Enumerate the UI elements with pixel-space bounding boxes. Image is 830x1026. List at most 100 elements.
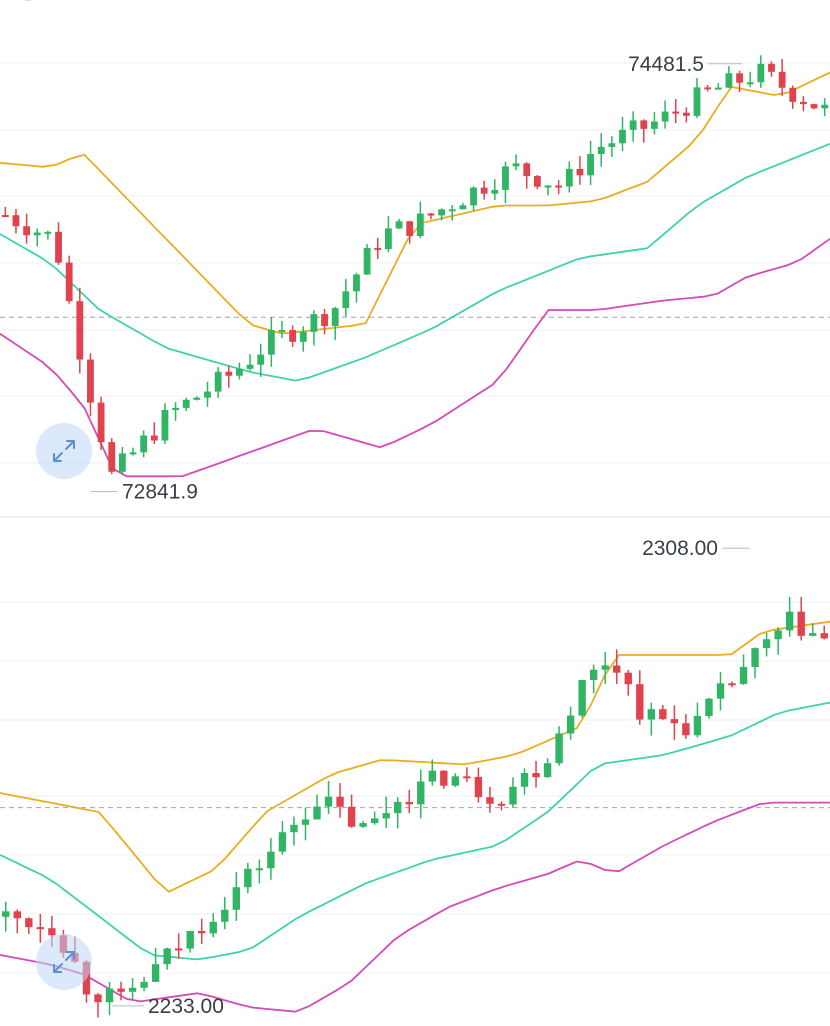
candle-body: [299, 331, 307, 342]
candle-body: [647, 709, 656, 720]
candle-body: [578, 679, 586, 716]
candle-body: [757, 63, 765, 83]
candle-body: [693, 87, 701, 116]
candle-body: [257, 354, 265, 365]
candle-body: [509, 786, 517, 805]
candle-body: [140, 981, 148, 988]
candle-body: [2, 911, 10, 917]
candle-body: [491, 189, 499, 194]
candle-body: [347, 806, 356, 827]
candle-body: [331, 308, 339, 327]
candle-body: [416, 213, 424, 236]
candle-body: [359, 823, 367, 827]
candle-body: [12, 215, 20, 227]
candle-body: [736, 73, 743, 83]
candle-body: [636, 684, 644, 720]
candle-body: [395, 221, 403, 229]
candle-body: [105, 988, 114, 1003]
candle-body: [778, 71, 786, 88]
candle-body: [682, 723, 690, 736]
candle-body: [463, 776, 471, 779]
candle-body: [705, 698, 713, 716]
candle-body: [23, 226, 31, 236]
candle-body: [313, 806, 321, 820]
candle-body: [714, 87, 722, 90]
candle-body: [128, 987, 137, 992]
upper-band-line: [0, 620, 830, 893]
candle-body: [44, 231, 52, 234]
candle-body: [321, 314, 328, 327]
candle-body: [427, 213, 435, 216]
middle-band-line: [0, 701, 830, 961]
candle-body: [221, 909, 229, 922]
candle-body: [520, 773, 529, 787]
candle-body: [174, 948, 183, 951]
candle-body: [214, 371, 222, 392]
candle-body: [370, 818, 379, 824]
candle-body: [384, 228, 392, 250]
candle-body: [289, 330, 297, 342]
candle-body: [244, 868, 252, 888]
candle-body: [746, 82, 754, 85]
candle-body: [363, 247, 371, 275]
candle-body: [739, 666, 748, 684]
candle-body: [255, 868, 264, 871]
candle-body: [613, 665, 621, 673]
candle-body: [451, 776, 460, 786]
candle-body: [267, 851, 275, 869]
btc-chart-canvas: 74481.5 72841.9: [0, 53, 830, 504]
candle-body: [459, 205, 467, 210]
eth-price-chart[interactable]: 2308.00 2233.00: [0, 518, 830, 1026]
candle-body: [324, 796, 333, 807]
candle-body: [810, 104, 818, 109]
expand-chart-button[interactable]: [36, 423, 92, 479]
candle-body: [108, 442, 116, 472]
candle-body: [555, 733, 563, 764]
candle-body: [55, 231, 62, 263]
middle-band-line: [0, 142, 830, 382]
lower-band-line: [0, 801, 830, 1013]
candle-body: [310, 314, 318, 332]
candle-body: [821, 104, 829, 109]
high-price-label: 2308.00: [642, 537, 718, 560]
candle-body: [76, 301, 84, 360]
candle-body: [640, 120, 648, 129]
candle-body: [624, 672, 632, 685]
expand-chart-button[interactable]: [36, 934, 92, 990]
candle-body: [406, 221, 414, 236]
candle-body: [394, 801, 402, 814]
expand-arrows-icon: [53, 951, 75, 973]
candle-body: [474, 776, 483, 798]
candle-body: [117, 988, 125, 992]
upper-band-line: [0, 71, 830, 335]
candle-body: [382, 813, 390, 819]
candle-body: [236, 368, 243, 376]
btc-price-chart[interactable]: 74481.5 72841.9: [0, 0, 830, 516]
candle-body: [204, 391, 211, 398]
candle-body: [25, 918, 33, 928]
candle-body: [161, 409, 169, 441]
panel-divider: [0, 516, 830, 518]
candle-body: [198, 931, 206, 934]
candle-body: [502, 166, 509, 190]
candle-body: [438, 209, 446, 216]
candle-body: [417, 781, 425, 805]
candle-body: [150, 435, 158, 441]
candle-body: [480, 187, 488, 194]
candle-body: [774, 630, 782, 640]
candle-body: [597, 146, 605, 154]
candle-body: [278, 330, 286, 333]
candle-body: [33, 232, 41, 236]
candle-body: [799, 101, 807, 105]
candle-body: [470, 187, 477, 206]
candle-body: [65, 262, 73, 302]
candle-body: [532, 773, 540, 778]
candle-body: [751, 648, 759, 667]
candle-body: [336, 796, 344, 807]
candle-body: [728, 683, 736, 686]
candle-body: [440, 770, 448, 786]
lower-band-line: [0, 238, 830, 478]
candle-body: [232, 887, 241, 910]
low-price-label: 72841.9: [122, 481, 198, 504]
candle-body: [87, 359, 94, 403]
